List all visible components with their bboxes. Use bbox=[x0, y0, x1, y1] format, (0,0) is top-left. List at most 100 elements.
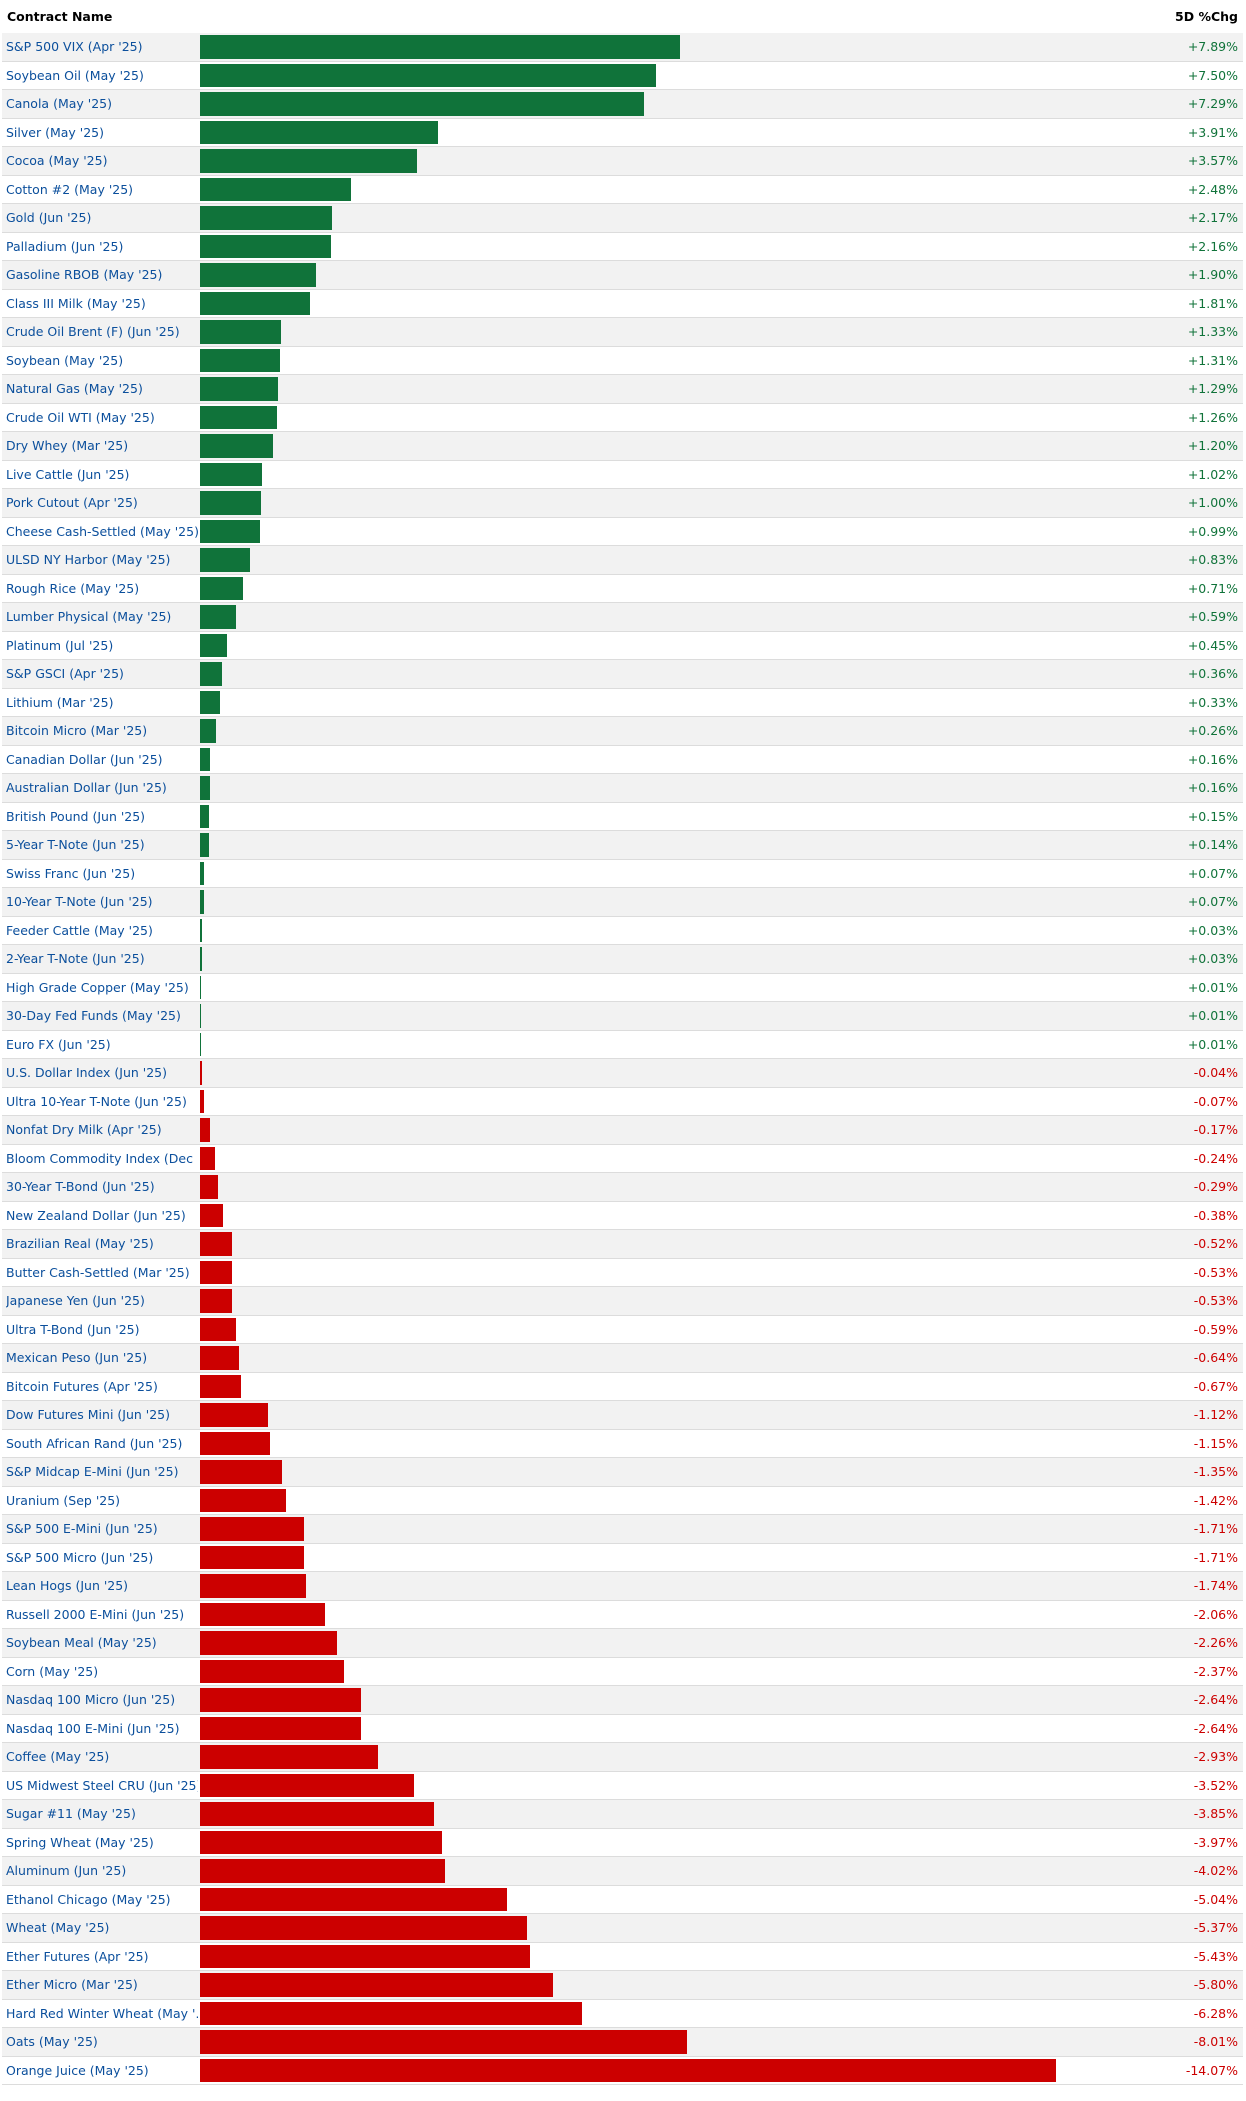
contract-name-link[interactable]: Wheat (May '25) bbox=[6, 1920, 110, 1935]
contract-name-link[interactable]: 10-Year T-Note (Jun '25) bbox=[6, 894, 153, 909]
table-row: Cheese Cash-Settled (May '25) +0.99% bbox=[2, 517, 1243, 546]
table-row: Uranium (Sep '25) -1.42% bbox=[2, 1486, 1243, 1515]
contract-name-link[interactable]: Lean Hogs (Jun '25) bbox=[6, 1578, 129, 1593]
contract-name-link[interactable]: New Zealand Dollar (Jun '25) bbox=[6, 1207, 186, 1223]
contract-name-link[interactable]: Feeder Cattle (May '25) bbox=[6, 922, 153, 938]
contract-name-link[interactable]: Crude Oil WTI (May '25) bbox=[6, 409, 155, 425]
contract-name-link[interactable]: Class III Milk (May '25) bbox=[6, 295, 146, 311]
contract-name-link[interactable]: Ethanol Chicago (May '25) bbox=[6, 1891, 171, 1907]
change-value-label: +0.59% bbox=[1187, 609, 1238, 624]
contract-name-link[interactable]: 30-Day Fed Funds (May '25) bbox=[6, 1008, 181, 1023]
contract-name-link[interactable]: Orange Juice (May '25) bbox=[6, 2062, 149, 2078]
contract-name-link[interactable]: Hard Red Winter Wheat (May '… bbox=[6, 2005, 198, 2021]
contract-name-link[interactable]: Ether Micro (Mar '25) bbox=[6, 1977, 138, 1992]
change-value-label: -1.12% bbox=[1193, 1407, 1238, 1422]
contract-name-link[interactable]: Brazilian Real (May '25) bbox=[6, 1236, 154, 1251]
contract-name-link[interactable]: S&P 500 E-Mini (Jun '25) bbox=[6, 1521, 158, 1536]
table-row: Butter Cash-Settled (Mar '25) -0.53% bbox=[2, 1258, 1243, 1287]
bar-mark bbox=[200, 1944, 531, 1968]
contract-name-link[interactable]: S&P 500 VIX (Apr '25) bbox=[6, 39, 143, 54]
contract-name-link[interactable]: Soybean (May '25) bbox=[6, 352, 124, 368]
contract-name-link[interactable]: South African Rand (Jun '25) bbox=[6, 1435, 183, 1451]
contract-name-link[interactable]: Mexican Peso (Jun '25) bbox=[6, 1350, 148, 1365]
contract-name-link[interactable]: 2-Year T-Note (Jun '25) bbox=[6, 951, 145, 966]
bar-mark bbox=[200, 747, 210, 771]
contract-name-link[interactable]: Pork Cutout (Apr '25) bbox=[6, 495, 138, 510]
change-value-label: +2.17% bbox=[1187, 210, 1238, 225]
contract-name-link[interactable]: Nonfat Dry Milk (Apr '25) bbox=[6, 1122, 162, 1137]
contract-name-link[interactable]: Aluminum (Jun '25) bbox=[6, 1863, 127, 1878]
bar-mark bbox=[200, 1260, 233, 1284]
contract-name-link[interactable]: Nasdaq 100 Micro (Jun '25) bbox=[6, 1692, 176, 1707]
change-value-label: +0.83% bbox=[1187, 552, 1238, 567]
contract-name-link[interactable]: Silver (May '25) bbox=[6, 124, 104, 140]
contract-name-link[interactable]: Bitcoin Futures (Apr '25) bbox=[6, 1378, 158, 1394]
contract-name-link[interactable]: Lumber Physical (May '25) bbox=[6, 609, 172, 624]
contract-name-link[interactable]: Ultra 10-Year T-Note (Jun '25) bbox=[6, 1093, 187, 1109]
contract-name-link[interactable]: British Pound (Jun '25) bbox=[6, 808, 146, 824]
contract-name-link[interactable]: Ether Futures (Apr '25) bbox=[6, 1948, 149, 1964]
contract-name-link[interactable]: Gasoline RBOB (May '25) bbox=[6, 267, 163, 282]
contract-name-link[interactable]: Coffee (May '25) bbox=[6, 1749, 110, 1764]
contract-name-link[interactable]: Live Cattle (Jun '25) bbox=[6, 466, 130, 482]
contract-name-link[interactable]: Gold (Jun '25) bbox=[6, 210, 92, 225]
contract-name-link[interactable]: Cocoa (May '25) bbox=[6, 153, 108, 168]
contract-name-link[interactable]: US Midwest Steel CRU (Jun '25) bbox=[6, 1777, 198, 1793]
change-value-label: +3.91% bbox=[1187, 124, 1238, 140]
contract-name-link[interactable]: Lithium (Mar '25) bbox=[6, 694, 114, 710]
table-row: 5-Year T-Note (Jun '25) +0.14% bbox=[2, 831, 1243, 860]
contract-name-link[interactable]: Canola (May '25) bbox=[6, 96, 112, 111]
contract-name-link[interactable]: Sugar #11 (May '25) bbox=[6, 1806, 136, 1821]
contract-name-link[interactable]: Rough Rice (May '25) bbox=[6, 580, 140, 596]
bar-mark bbox=[200, 1545, 305, 1569]
table-row: Bloom Commodity Index (Dec '… -0.24% bbox=[2, 1144, 1243, 1173]
bar-mark bbox=[200, 2001, 583, 2025]
contract-name-link[interactable]: Cheese Cash-Settled (May '25) bbox=[6, 523, 198, 539]
table-row: S&P Midcap E-Mini (Jun '25) -1.35% bbox=[2, 1458, 1243, 1487]
contract-name-link[interactable]: Uranium (Sep '25) bbox=[6, 1492, 121, 1508]
contract-name-link[interactable]: Nasdaq 100 E-Mini (Jun '25) bbox=[6, 1720, 180, 1736]
contract-name-link[interactable]: Swiss Franc (Jun '25) bbox=[6, 865, 136, 881]
change-value-label: +2.48% bbox=[1187, 181, 1238, 197]
contract-name-link[interactable]: Cotton #2 (May '25) bbox=[6, 181, 134, 197]
contract-name-link[interactable]: U.S. Dollar Index (Jun '25) bbox=[6, 1065, 167, 1080]
contract-name-link[interactable]: Corn (May '25) bbox=[6, 1663, 99, 1679]
column-header-contract-name[interactable]: Contract Name bbox=[7, 9, 113, 24]
contract-name-link[interactable]: Palladium (Jun '25) bbox=[6, 238, 124, 254]
table-row: 2-Year T-Note (Jun '25) +0.03% bbox=[2, 945, 1243, 974]
column-header-5d-change[interactable]: 5D %Chg bbox=[1175, 9, 1238, 24]
contract-name-link[interactable]: Crude Oil Brent (F) (Jun '25) bbox=[6, 324, 180, 339]
contract-name-link[interactable]: Bitcoin Micro (Mar '25) bbox=[6, 723, 148, 738]
contract-name-link[interactable]: Canadian Dollar (Jun '25) bbox=[6, 751, 163, 767]
contract-name-link[interactable]: Spring Wheat (May '25) bbox=[6, 1834, 154, 1850]
contract-name-link[interactable]: Soybean Meal (May '25) bbox=[6, 1635, 157, 1650]
bar-mark bbox=[200, 1916, 527, 1940]
contract-name-link[interactable]: S&P Midcap E-Mini (Jun '25) bbox=[6, 1464, 179, 1479]
bar-mark bbox=[200, 1716, 361, 1740]
contract-name-link[interactable]: S&P GSCI (Apr '25) bbox=[6, 666, 124, 681]
contract-name-link[interactable]: Butter Cash-Settled (Mar '25) bbox=[6, 1264, 190, 1280]
contract-name-link[interactable]: 30-Year T-Bond (Jun '25) bbox=[6, 1179, 155, 1194]
contract-name-link[interactable]: Russell 2000 E-Mini (Jun '25) bbox=[6, 1606, 185, 1622]
contract-name-link[interactable]: Australian Dollar (Jun '25) bbox=[6, 780, 167, 795]
contract-name-link[interactable]: Dry Whey (Mar '25) bbox=[6, 438, 129, 453]
contract-name-link[interactable]: Bloom Commodity Index (Dec '… bbox=[6, 1150, 198, 1166]
contract-name-link[interactable]: Oats (May '25) bbox=[6, 2034, 98, 2049]
change-value-label: -0.04% bbox=[1193, 1065, 1238, 1080]
contract-name-link[interactable]: ULSD NY Harbor (May '25) bbox=[6, 552, 171, 567]
contract-name-link[interactable]: S&P 500 Micro (Jun '25) bbox=[6, 1549, 154, 1565]
bar-mark bbox=[200, 1802, 435, 1826]
contract-name-link[interactable]: Ultra T-Bond (Jun '25) bbox=[6, 1321, 140, 1337]
bar-mark bbox=[200, 348, 280, 372]
table-row: Brazilian Real (May '25) -0.52% bbox=[2, 1230, 1243, 1259]
table-row: Orange Juice (May '25) -14.07% bbox=[2, 2056, 1243, 2085]
contract-name-link[interactable]: Euro FX (Jun '25) bbox=[6, 1036, 111, 1052]
contract-name-link[interactable]: Japanese Yen (Jun '25) bbox=[6, 1293, 145, 1308]
contract-name-link[interactable]: Dow Futures Mini (Jun '25) bbox=[6, 1407, 170, 1422]
contract-name-link[interactable]: 5-Year T-Note (Jun '25) bbox=[6, 837, 145, 852]
contract-name-link[interactable]: Platinum (Jul '25) bbox=[6, 637, 114, 653]
contract-name-link[interactable]: High Grade Copper (May '25) bbox=[6, 979, 189, 995]
contract-name-link[interactable]: Soybean Oil (May '25) bbox=[6, 67, 144, 83]
contract-name-link[interactable]: Natural Gas (May '25) bbox=[6, 381, 143, 396]
table-row: Corn (May '25) -2.37% bbox=[2, 1657, 1243, 1686]
